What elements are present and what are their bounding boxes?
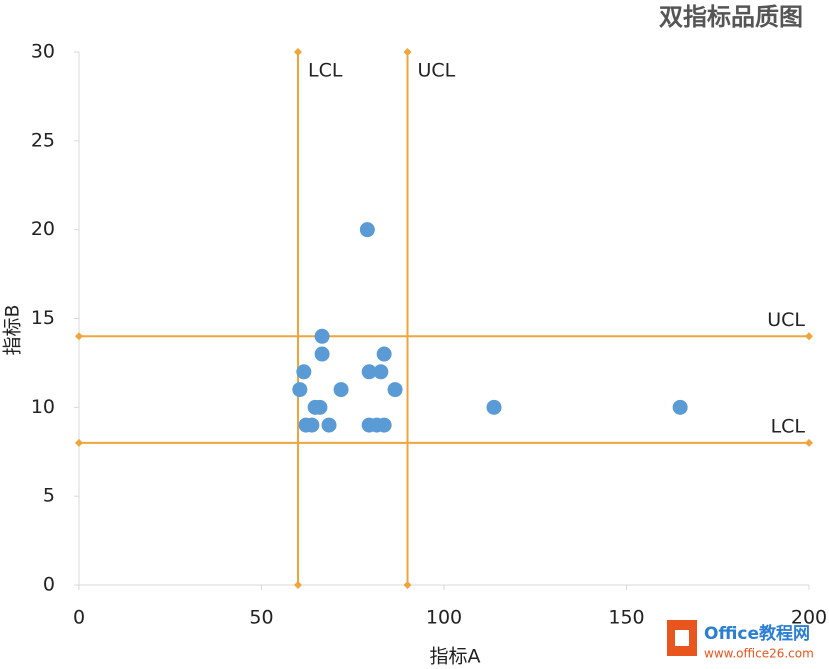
point bbox=[314, 328, 330, 344]
y-tick-label: 10 bbox=[31, 396, 55, 418]
watermark: Office教程网 www.office26.com bbox=[667, 620, 814, 661]
y-tick-label: 25 bbox=[31, 129, 55, 151]
y-axis-label: 指标B bbox=[2, 304, 24, 355]
control-line-end bbox=[75, 438, 83, 447]
point bbox=[376, 417, 392, 433]
point bbox=[672, 399, 688, 415]
point bbox=[361, 364, 377, 380]
control-line-end bbox=[805, 332, 813, 341]
control-line-label: UCL bbox=[767, 309, 805, 331]
x-tick-label: 150 bbox=[608, 607, 644, 629]
point bbox=[486, 399, 502, 415]
point bbox=[359, 222, 375, 238]
point bbox=[373, 364, 389, 380]
watermark-brand: Office教程网 bbox=[704, 623, 810, 644]
point bbox=[376, 346, 392, 362]
control-line-end bbox=[805, 438, 813, 447]
y-tick-label: 15 bbox=[31, 307, 55, 329]
x-axis-label: 指标A bbox=[430, 646, 481, 668]
point bbox=[387, 382, 403, 398]
x-tick-label: 50 bbox=[249, 607, 273, 629]
point bbox=[292, 382, 308, 398]
logo-inner bbox=[675, 630, 689, 646]
y-tick-label: 5 bbox=[43, 485, 55, 507]
control-line-end bbox=[403, 581, 412, 589]
control-line-end bbox=[294, 48, 302, 56]
watermark-url: www.office26.com bbox=[704, 647, 814, 661]
control-line-label: LCL bbox=[308, 60, 343, 82]
x-tick-label: 0 bbox=[73, 607, 85, 629]
x-tick-label: 200 bbox=[791, 607, 827, 629]
point bbox=[321, 417, 337, 433]
chart-title: 双指标品质图 bbox=[659, 3, 803, 31]
control-line-end bbox=[403, 48, 412, 56]
x-tick-label: 100 bbox=[426, 607, 462, 629]
control-line-end bbox=[75, 332, 83, 341]
point bbox=[314, 346, 330, 362]
y-tick-label: 0 bbox=[43, 574, 55, 596]
point bbox=[312, 399, 328, 415]
y-tick-label: 20 bbox=[31, 218, 55, 240]
control-line-end bbox=[294, 581, 302, 589]
point bbox=[333, 382, 349, 398]
point bbox=[296, 364, 312, 380]
control-line-label: UCL bbox=[418, 60, 456, 82]
y-tick-label: 30 bbox=[31, 41, 55, 63]
control-line-label: LCL bbox=[771, 415, 806, 437]
point bbox=[304, 417, 320, 433]
